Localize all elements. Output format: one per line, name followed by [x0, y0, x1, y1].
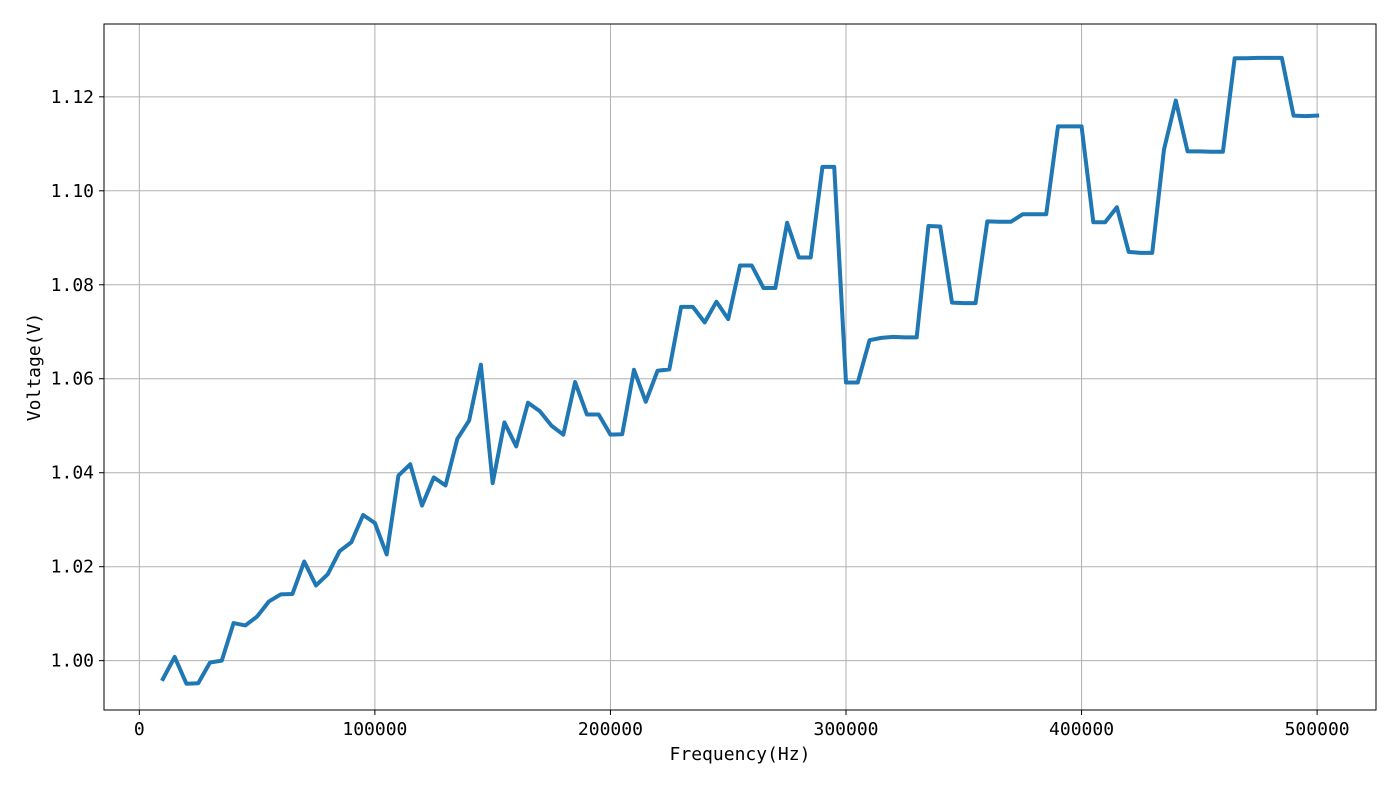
x-tick-label: 100000 — [342, 719, 407, 740]
x-tick-label: 400000 — [1049, 719, 1114, 740]
series-line-voltage — [160, 55, 1320, 686]
y-axis-title: Voltage(V) — [24, 313, 45, 421]
y-tick-label: 1.00 — [51, 651, 94, 672]
x-axis-title: Frequency(Hz) — [670, 744, 811, 765]
y-tick-label: 1.12 — [51, 87, 94, 108]
x-tick-label: 500000 — [1285, 719, 1350, 740]
x-tick-label: 200000 — [578, 719, 643, 740]
x-tick-label: 0 — [134, 719, 145, 740]
y-tick-label: 1.06 — [51, 369, 94, 390]
y-tick-label: 1.02 — [51, 557, 94, 578]
y-tick-label: 1.10 — [51, 181, 94, 202]
grid — [104, 24, 1376, 710]
plot-frame — [103, 23, 1377, 711]
x-tick-label: 300000 — [813, 719, 878, 740]
series-layer — [160, 55, 1320, 686]
y-tick-label: 1.08 — [51, 275, 94, 296]
tick-layer: 0 100000 200000 300000 400000 500000 1.00 1.02 1… — [51, 87, 1350, 740]
y-tick-label: 1.04 — [51, 463, 94, 484]
